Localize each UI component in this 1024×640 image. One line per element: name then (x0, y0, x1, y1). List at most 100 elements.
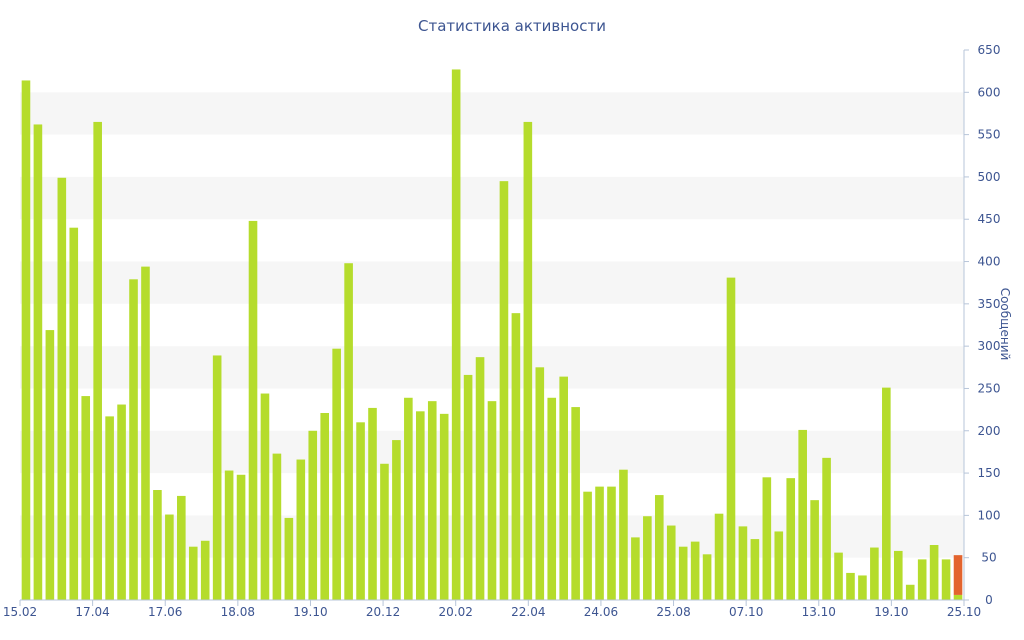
bar (750, 539, 760, 600)
bar (810, 500, 819, 600)
x-tick-label: 20.12 (366, 605, 400, 619)
y-axis: 0 50 100 150 200 250 300 350 400 450 500 550 600 650 (963, 43, 1001, 607)
bar (33, 124, 43, 601)
bar (69, 227, 79, 600)
bar (141, 266, 150, 600)
bar (702, 554, 712, 600)
bar (475, 357, 485, 600)
grid-band (20, 92, 964, 135)
bar (320, 413, 330, 600)
bar (153, 490, 162, 600)
bar (499, 181, 509, 600)
bar (117, 404, 126, 600)
bar (308, 430, 318, 600)
bar (188, 546, 198, 600)
grid-band (20, 346, 964, 389)
bar (822, 457, 831, 600)
bar (619, 469, 628, 600)
bar (858, 575, 867, 600)
bar (893, 550, 903, 600)
bar (284, 517, 294, 600)
y-tick-label: 350 (978, 297, 1001, 311)
grid-band (20, 176, 964, 220)
bar (571, 407, 580, 600)
bar (929, 545, 939, 600)
bar (774, 531, 784, 600)
x-tick-label: 13.10 (802, 605, 836, 619)
bar (523, 121, 533, 601)
bar (798, 429, 807, 600)
bar (535, 367, 545, 600)
bar (272, 453, 282, 600)
bar (248, 220, 258, 601)
bar (941, 559, 951, 600)
y-tick-label: 600 (978, 85, 1001, 99)
grid-band (20, 261, 964, 304)
bar (917, 559, 927, 600)
y-tick-label: 650 (978, 43, 1001, 57)
bar (607, 486, 616, 600)
y-tick-label: 450 (978, 212, 1001, 226)
x-tick-label: 24.06 (584, 605, 618, 619)
bar (678, 546, 688, 600)
bar (726, 277, 736, 600)
bar (738, 526, 748, 600)
x-tick-label: 25.10 (947, 605, 981, 619)
x-tick-label: 20.02 (439, 605, 473, 619)
bar (870, 547, 879, 600)
bar (129, 279, 138, 600)
x-tick-label: 22.04 (511, 605, 545, 619)
y-tick-label: 550 (978, 128, 1001, 142)
y-tick-label: 50 (981, 551, 996, 565)
bar (368, 407, 377, 600)
bar (81, 396, 91, 600)
bar (392, 440, 401, 600)
x-tick-label: 17.06 (148, 605, 182, 619)
bar (487, 401, 497, 600)
bar (356, 422, 365, 600)
bar (93, 121, 102, 601)
bar (427, 401, 437, 600)
x-tick-label: 07.10 (729, 605, 763, 619)
x-tick-label: 19.10 (293, 605, 327, 619)
y-axis-label: Сообщений (998, 288, 1012, 361)
y-tick-label: 250 (978, 381, 1001, 395)
bar (846, 572, 855, 600)
bar (882, 387, 891, 600)
bar (105, 416, 114, 600)
bar (905, 584, 915, 600)
bar (439, 413, 449, 600)
bar (547, 397, 557, 600)
bar (666, 525, 676, 600)
bar (21, 80, 31, 600)
y-tick-label: 300 (978, 339, 1001, 353)
x-tick-label: 15.02 (3, 605, 37, 619)
x-tick-label: 18.08 (221, 605, 255, 619)
y-tick-label: 400 (978, 255, 1001, 269)
bar (404, 397, 413, 600)
x-tick-label: 17.04 (75, 605, 109, 619)
bar (165, 514, 174, 600)
bar (332, 348, 341, 600)
bar (224, 470, 234, 600)
bar (200, 540, 210, 600)
y-tick-label: 500 (978, 170, 1001, 184)
bars (21, 69, 963, 601)
bar (45, 330, 55, 600)
bar (296, 459, 306, 600)
bar (212, 355, 222, 600)
bar (786, 478, 796, 600)
bar (511, 313, 521, 600)
bar (834, 552, 843, 600)
x-tick-label: 19.10 (874, 605, 908, 619)
bar (654, 495, 664, 600)
bar (583, 491, 592, 600)
bar (559, 376, 568, 600)
x-axis: 15.02 17.04 17.06 18.08 19.10 20.12 20.02 22.04… (3, 599, 981, 619)
x-tick-label: 25.08 (656, 605, 690, 619)
bar (177, 495, 186, 600)
bar (451, 69, 461, 600)
y-tick-label: 200 (978, 424, 1001, 438)
bar-current (953, 555, 963, 595)
